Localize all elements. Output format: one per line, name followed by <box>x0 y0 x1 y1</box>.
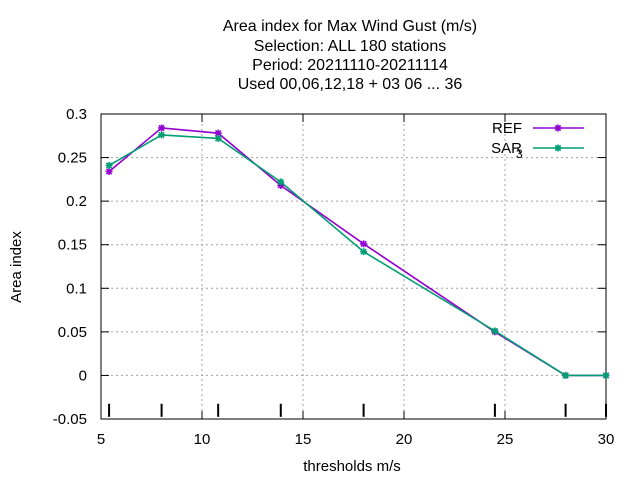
y-axis-label: Area index <box>8 231 25 303</box>
data-point-sar <box>277 178 285 186</box>
series-line-sar <box>108 134 606 377</box>
threshold-marks <box>108 403 607 417</box>
series-group <box>105 124 610 379</box>
y-tick-label: 0.3 <box>66 106 87 123</box>
legend-marker-ref <box>554 124 562 132</box>
legend-subscript-sar: 3 <box>516 147 523 161</box>
data-point-ref <box>105 168 113 176</box>
title-line-2: Selection: ALL 180 stations <box>253 38 447 55</box>
title-line-3: Period: 20211110-20211114 <box>252 57 448 74</box>
y-tick-label: 0.2 <box>66 193 87 210</box>
y-tick-label: 0.15 <box>58 237 87 254</box>
plot-frame <box>100 113 607 420</box>
series-line-ref <box>108 127 606 377</box>
x-tick-label: 15 <box>295 431 312 448</box>
data-point-sar <box>158 131 166 139</box>
data-point-sar <box>105 161 113 169</box>
x-tick-label: 10 <box>194 431 211 448</box>
x-tick-label: 20 <box>396 431 413 448</box>
legend-label-sar: SAR <box>491 140 522 157</box>
data-point-sar <box>562 371 570 379</box>
y-tick-label: 0.05 <box>58 324 87 341</box>
y-tick-label: 0.1 <box>66 280 87 297</box>
data-point-ref <box>360 240 368 248</box>
legend-marker-sar <box>554 144 562 152</box>
grid <box>101 114 606 419</box>
data-point-ref <box>158 124 166 132</box>
title-line-4: Used 00,06,12,18 + 03 06 ... 36 <box>237 76 463 93</box>
x-tick-label: 30 <box>598 431 615 448</box>
data-point-sar <box>602 371 610 379</box>
x-axis-label: thresholds m/s <box>303 458 401 475</box>
title-line-1: Area index for Max Wind Gust (m/s) <box>222 18 478 35</box>
x-tick-label: 5 <box>97 431 105 448</box>
y-tick-label: 0 <box>79 367 87 384</box>
x-tick-label: 25 <box>497 431 514 448</box>
y-tick-label: -0.05 <box>53 411 87 428</box>
data-point-sar <box>360 248 368 256</box>
y-tick-label: 0.25 <box>58 150 87 167</box>
axes: -0.05 0 0.05 0.1 0.15 0.2 0.25 0.3 5 10 15 20 25 30 <box>53 106 615 448</box>
data-point-sar <box>214 134 222 142</box>
data-point-sar <box>491 327 499 335</box>
legend-label-ref: REF <box>492 120 522 137</box>
